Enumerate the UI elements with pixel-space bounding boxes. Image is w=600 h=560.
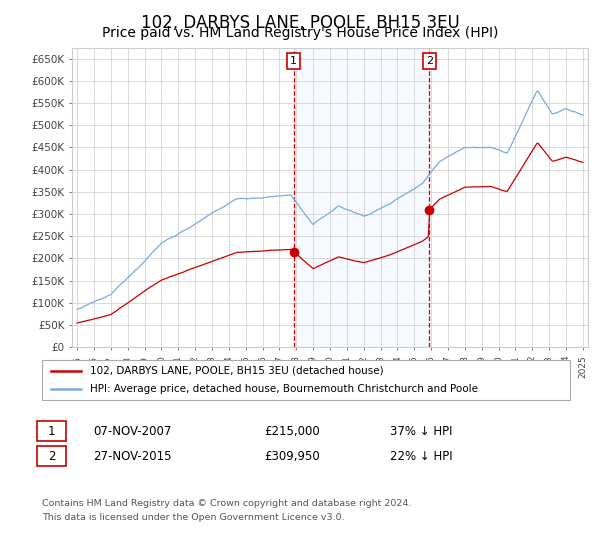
Text: Contains HM Land Registry data © Crown copyright and database right 2024.: Contains HM Land Registry data © Crown c… <box>42 500 412 508</box>
Text: 1: 1 <box>290 56 297 66</box>
Text: 2: 2 <box>426 56 433 66</box>
Text: 07-NOV-2007: 07-NOV-2007 <box>93 424 172 438</box>
Bar <box>294 48 430 347</box>
Text: Price paid vs. HM Land Registry's House Price Index (HPI): Price paid vs. HM Land Registry's House … <box>102 26 498 40</box>
Text: 37% ↓ HPI: 37% ↓ HPI <box>390 424 452 438</box>
Text: £215,000: £215,000 <box>264 424 320 438</box>
Text: 22% ↓ HPI: 22% ↓ HPI <box>390 450 452 463</box>
Text: 2: 2 <box>48 450 55 463</box>
Text: HPI: Average price, detached house, Bournemouth Christchurch and Poole: HPI: Average price, detached house, Bour… <box>90 384 478 394</box>
Text: 27-NOV-2015: 27-NOV-2015 <box>93 450 172 463</box>
Text: 102, DARBYS LANE, POOLE, BH15 3EU (detached house): 102, DARBYS LANE, POOLE, BH15 3EU (detac… <box>90 366 383 376</box>
Text: 1: 1 <box>48 424 55 438</box>
Text: £309,950: £309,950 <box>264 450 320 463</box>
Text: This data is licensed under the Open Government Licence v3.0.: This data is licensed under the Open Gov… <box>42 514 344 522</box>
Text: 102, DARBYS LANE, POOLE, BH15 3EU: 102, DARBYS LANE, POOLE, BH15 3EU <box>140 14 460 32</box>
